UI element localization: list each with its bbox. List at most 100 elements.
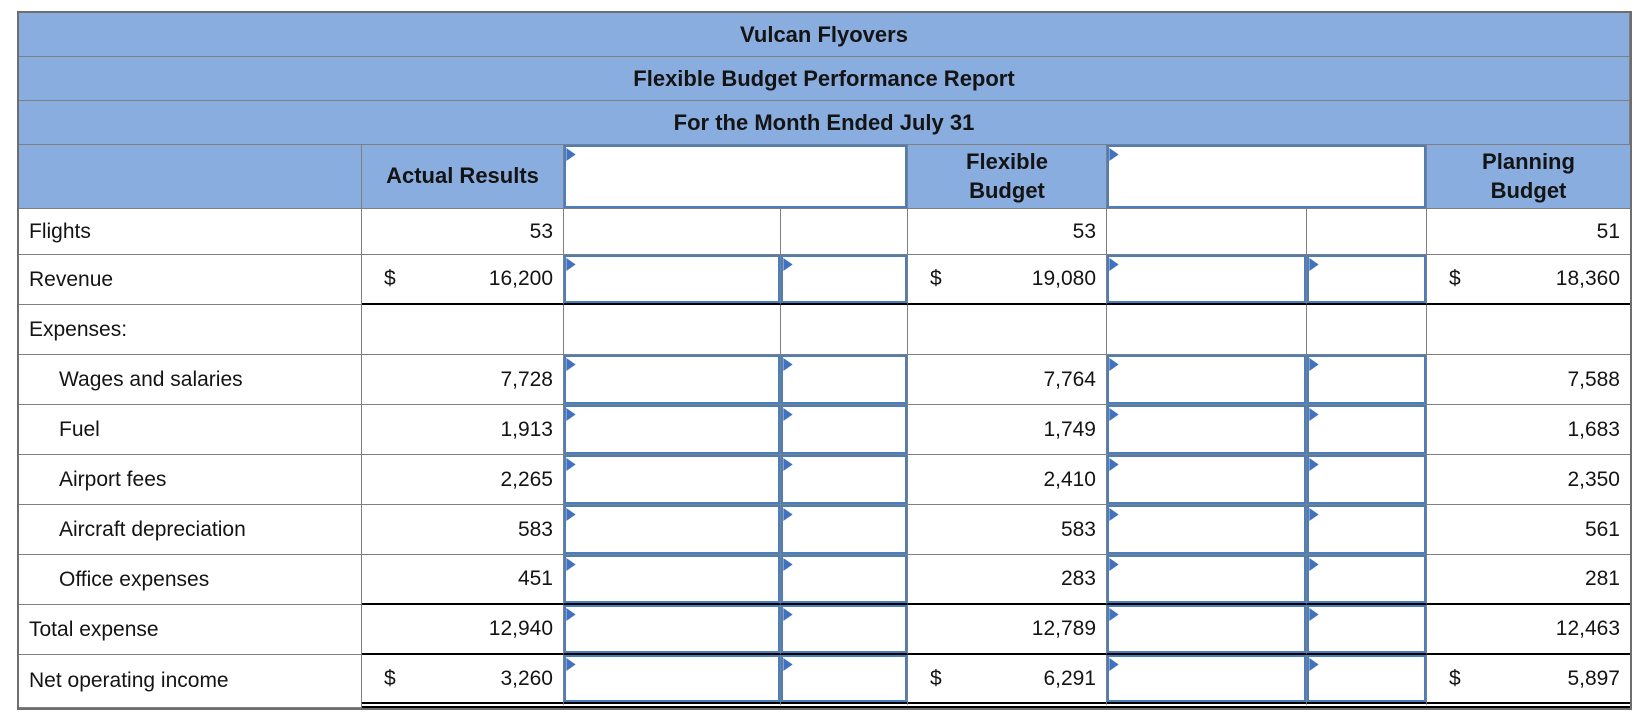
cell-net-work3 — [1107, 655, 1307, 708]
answer-cell[interactable] — [1307, 555, 1426, 603]
amount: 18,360 — [1555, 267, 1620, 290]
cell-fuel-actual: 1,913 — [362, 405, 564, 455]
answer-cell[interactable] — [1107, 555, 1306, 603]
answer-cell[interactable] — [1107, 255, 1306, 303]
dropdown-flag-icon — [566, 408, 576, 421]
cell-wages-work3 — [1107, 355, 1307, 405]
cell-total-work3 — [1107, 605, 1307, 655]
dropdown-flag-icon — [1109, 458, 1119, 471]
currency-symbol: $ — [1449, 666, 1461, 690]
cell-net-actual: $ 3,260 — [362, 655, 564, 708]
answer-cell-header-right[interactable] — [1107, 145, 1426, 208]
answer-cell[interactable] — [564, 405, 780, 454]
cell-office-flexible: 283 — [908, 555, 1107, 605]
answer-cell[interactable] — [564, 505, 780, 554]
answer-cell[interactable] — [781, 605, 907, 653]
cell-wages-planning: 7,588 — [1427, 355, 1630, 405]
answer-cell[interactable] — [1107, 655, 1306, 702]
answer-cell[interactable] — [1307, 255, 1426, 303]
answer-cell[interactable] — [1307, 405, 1426, 454]
row-flights-label: Flights — [19, 209, 362, 255]
cell-flights-planning: 51 — [1427, 209, 1630, 255]
answer-cell[interactable] — [1307, 455, 1426, 504]
cell-fuel-work2 — [781, 405, 908, 455]
currency-symbol: $ — [384, 267, 396, 290]
cell-net-work4 — [1307, 655, 1427, 708]
cell-fuel-planning: 1,683 — [1427, 405, 1630, 455]
cell-expenses-work2 — [781, 305, 908, 355]
answer-cell[interactable] — [564, 255, 780, 303]
header-work-column-left — [564, 145, 908, 209]
dropdown-flag-icon — [783, 358, 793, 371]
amount: 5,897 — [1567, 666, 1620, 690]
answer-cell[interactable] — [1107, 405, 1306, 454]
dropdown-flag-icon — [783, 258, 793, 271]
header-blank — [19, 145, 362, 209]
answer-cell[interactable] — [1107, 605, 1306, 653]
cell-revenue-work1 — [564, 255, 781, 305]
answer-cell[interactable] — [781, 505, 907, 554]
answer-cell[interactable] — [564, 555, 780, 603]
cell-airport-work3 — [1107, 455, 1307, 505]
cell-net-flexible: $ 6,291 — [908, 655, 1107, 708]
cell-flights-flexible: 53 — [908, 209, 1107, 255]
cell-wages-actual: 7,728 — [362, 355, 564, 405]
answer-cell[interactable] — [781, 555, 907, 603]
answer-cell[interactable] — [1107, 505, 1306, 554]
answer-cell[interactable] — [1307, 605, 1426, 653]
cell-revenue-planning: $ 18,360 — [1427, 255, 1630, 305]
dropdown-flag-icon — [1109, 658, 1119, 671]
amount: 3,260 — [500, 666, 553, 690]
dropdown-flag-icon — [783, 408, 793, 421]
cell-office-work1 — [564, 555, 781, 605]
cell-airport-work2 — [781, 455, 908, 505]
dropdown-flag-icon — [566, 658, 576, 671]
cell-expenses-flexible — [908, 305, 1107, 355]
answer-cell[interactable] — [781, 405, 907, 454]
answer-cell[interactable] — [564, 655, 780, 702]
cell-total-work1 — [564, 605, 781, 655]
answer-cell[interactable] — [564, 355, 780, 404]
answer-cell-header-left[interactable] — [564, 145, 907, 208]
row-revenue-label: Revenue — [19, 255, 362, 305]
dropdown-flag-icon — [1109, 148, 1119, 161]
answer-cell[interactable] — [1307, 505, 1426, 554]
dropdown-flag-icon — [1109, 258, 1119, 271]
row-aircraft-label: Aircraft depreciation — [19, 505, 362, 555]
row-total-label: Total expense — [19, 605, 362, 655]
dropdown-flag-icon — [566, 148, 576, 161]
answer-cell[interactable] — [564, 605, 780, 653]
cell-fuel-work4 — [1307, 405, 1427, 455]
cell-flights-actual: 53 — [362, 209, 564, 255]
cell-revenue-work3 — [1107, 255, 1307, 305]
answer-cell[interactable] — [1307, 655, 1426, 702]
header-work-column-right — [1107, 145, 1427, 209]
cell-aircraft-flexible: 583 — [908, 505, 1107, 555]
answer-cell[interactable] — [1107, 355, 1306, 404]
cell-total-actual: 12,940 — [362, 605, 564, 655]
currency-symbol: $ — [1449, 267, 1461, 290]
cell-office-work3 — [1107, 555, 1307, 605]
cell-net-work2 — [781, 655, 908, 708]
answer-cell[interactable] — [781, 455, 907, 504]
cell-airport-actual: 2,265 — [362, 455, 564, 505]
cell-airport-work1 — [564, 455, 781, 505]
answer-cell[interactable] — [1107, 455, 1306, 504]
answer-cell[interactable] — [781, 655, 907, 702]
answer-cell[interactable] — [564, 455, 780, 504]
answer-cell[interactable] — [1307, 355, 1426, 404]
cell-wages-work4 — [1307, 355, 1427, 405]
cell-total-planning: 12,463 — [1427, 605, 1630, 655]
dropdown-flag-icon — [1309, 558, 1319, 571]
cell-office-actual: 451 — [362, 555, 564, 605]
cell-fuel-work1 — [564, 405, 781, 455]
answer-cell[interactable] — [781, 255, 907, 303]
cell-flights-work2 — [781, 209, 908, 255]
cell-aircraft-work4 — [1307, 505, 1427, 555]
cell-revenue-actual: $ 16,200 — [362, 255, 564, 305]
answer-cell[interactable] — [781, 355, 907, 404]
cell-revenue-flexible: $ 19,080 — [908, 255, 1107, 305]
dropdown-flag-icon — [1309, 658, 1319, 671]
dropdown-flag-icon — [1309, 508, 1319, 521]
cell-aircraft-work2 — [781, 505, 908, 555]
